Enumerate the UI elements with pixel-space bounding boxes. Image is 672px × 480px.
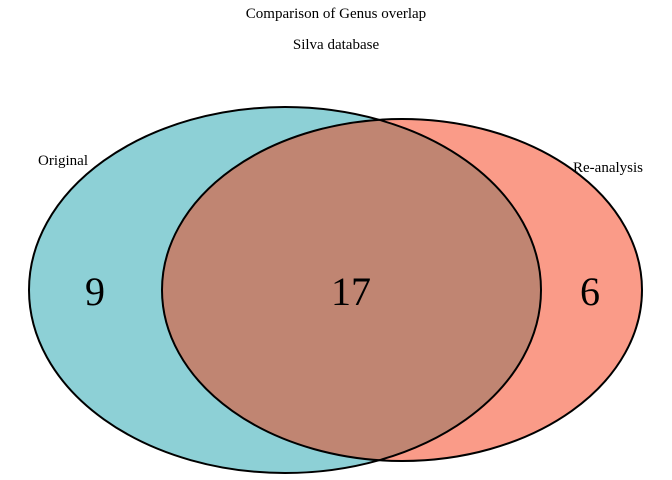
- set-label-original: Original: [38, 153, 88, 169]
- set-label-reanalysis: Re-analysis: [573, 160, 643, 176]
- set-original-outline: [28, 106, 542, 474]
- diagram-subtitle: Silva database: [293, 37, 380, 53]
- diagram-title: Comparison of Genus overlap: [246, 6, 426, 22]
- count-only-reanalysis: 6: [580, 269, 600, 314]
- set-reanalysis-outline: [161, 118, 643, 462]
- count-only-original: 9: [85, 269, 105, 314]
- count-overlap: 17: [331, 269, 371, 314]
